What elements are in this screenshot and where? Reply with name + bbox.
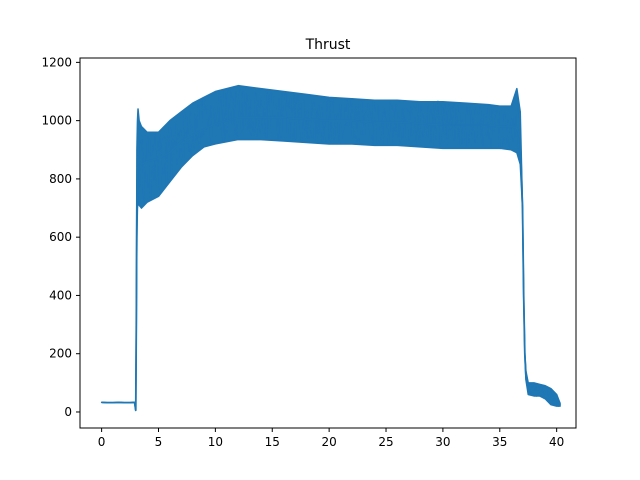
y-tick-label: 1200 — [41, 55, 72, 69]
y-tick-label: 1000 — [41, 114, 72, 128]
x-tick-label: 5 — [155, 435, 163, 449]
x-tick-label: 10 — [208, 435, 223, 449]
series-layer — [100, 84, 561, 412]
y-tick-label: 400 — [49, 288, 72, 302]
x-tick-label: 20 — [321, 435, 336, 449]
plot-frame — [79, 57, 577, 429]
series-mean-line — [101, 116, 561, 411]
y-axis: 0 200 400 600 800 1000 1200 — [41, 55, 80, 419]
x-tick-label: 15 — [265, 435, 280, 449]
x-tick-label: 0 — [98, 435, 106, 449]
series-line — [101, 88, 561, 411]
y-tick-label: 800 — [49, 172, 72, 186]
x-tick-label: 40 — [549, 435, 564, 449]
y-tick-label: 200 — [49, 347, 72, 361]
y-tick-label: 0 — [64, 405, 72, 419]
x-tick-label: 35 — [492, 435, 507, 449]
x-tick-label: 30 — [435, 435, 450, 449]
chart-title: Thrust — [305, 37, 351, 53]
x-axis: 0 5 10 15 20 25 30 35 40 — [98, 428, 564, 449]
y-tick-label: 600 — [49, 230, 72, 244]
x-tick-label: 25 — [378, 435, 393, 449]
